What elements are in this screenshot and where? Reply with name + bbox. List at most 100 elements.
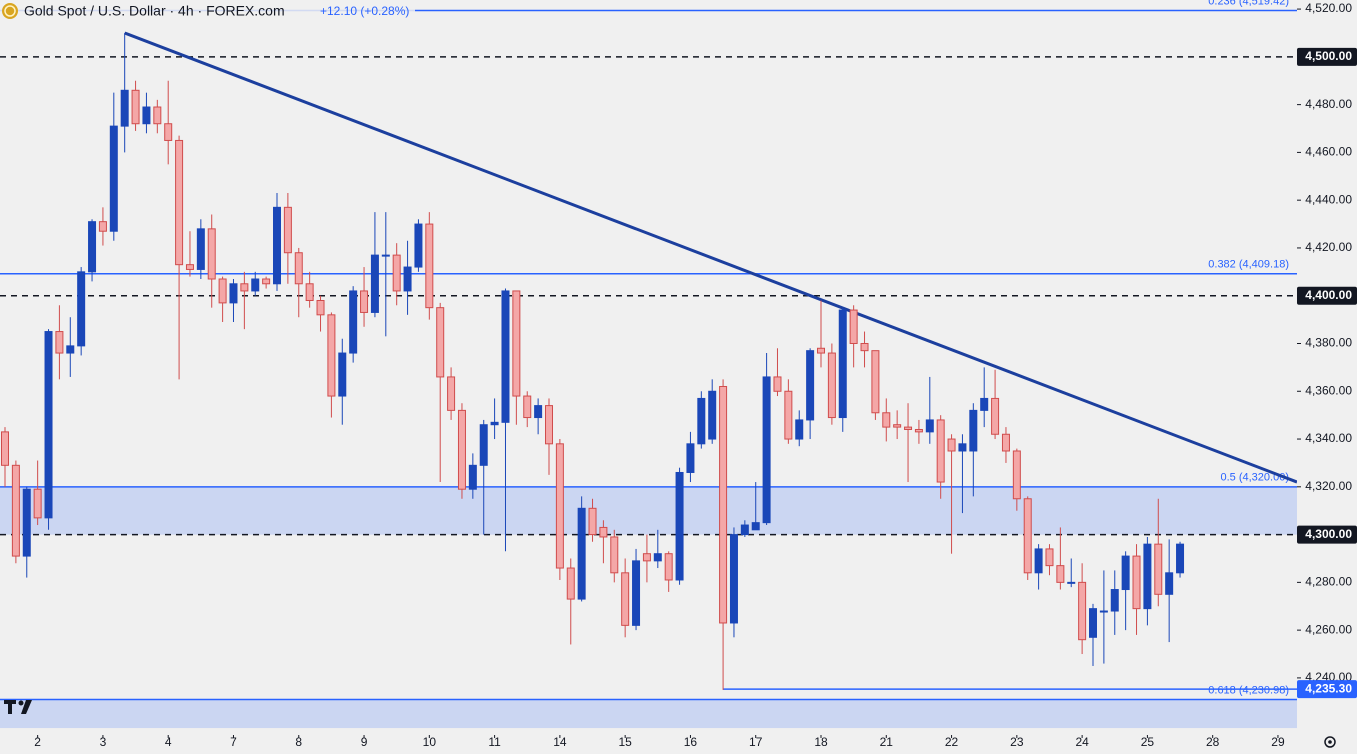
x-tick-label: 16 bbox=[684, 735, 698, 749]
candle-body bbox=[436, 307, 445, 378]
x-tick-label: 17 bbox=[749, 735, 763, 749]
candle-body bbox=[414, 223, 423, 268]
candle-body bbox=[555, 443, 564, 569]
settings-icon[interactable] bbox=[1324, 736, 1336, 748]
candle-body bbox=[958, 443, 967, 452]
candle-body bbox=[914, 428, 923, 433]
candle-body bbox=[817, 347, 826, 354]
candle-body bbox=[936, 419, 945, 483]
candle-body bbox=[33, 488, 42, 519]
candle-body bbox=[773, 376, 782, 392]
candle-body bbox=[827, 352, 836, 419]
x-tick-label: 11 bbox=[488, 735, 501, 749]
candle-body bbox=[1110, 589, 1119, 612]
candle-body bbox=[153, 106, 162, 125]
x-tick-label: 28 bbox=[1206, 735, 1220, 749]
candle-body bbox=[479, 424, 488, 466]
candle-body bbox=[381, 254, 390, 257]
x-tick-label: 3 bbox=[100, 735, 107, 749]
candle-body bbox=[338, 352, 347, 397]
candle-body bbox=[457, 409, 466, 490]
candle-body bbox=[240, 283, 249, 292]
candle-body bbox=[1012, 450, 1021, 500]
candle-body bbox=[120, 89, 129, 127]
candle-body bbox=[229, 283, 238, 304]
candle-body bbox=[1001, 433, 1010, 452]
candle-body bbox=[806, 350, 815, 421]
candle-body bbox=[762, 376, 771, 524]
candle-body bbox=[871, 350, 880, 414]
y-tick-label: 4,420.00 bbox=[1305, 240, 1352, 254]
candle-body bbox=[131, 89, 140, 125]
fib-label: 0.382 (4,409.18) bbox=[1208, 259, 1289, 271]
y-tick-label: 4,320.00 bbox=[1305, 479, 1352, 493]
candle-body bbox=[642, 553, 651, 562]
candle-body bbox=[610, 536, 619, 574]
candle-body bbox=[207, 228, 216, 280]
price-label-box bbox=[1297, 286, 1357, 305]
candle-body bbox=[164, 123, 173, 141]
candle-body bbox=[1099, 610, 1108, 613]
candle-body bbox=[1143, 543, 1152, 610]
candle-body bbox=[66, 345, 75, 354]
x-tick-label: 15 bbox=[618, 735, 632, 749]
candle-body bbox=[882, 412, 891, 428]
candle-body bbox=[273, 206, 282, 285]
y-tick-label: 4,520.00 bbox=[1305, 1, 1352, 15]
x-tick-label: 23 bbox=[1010, 735, 1024, 749]
candle-body bbox=[1023, 498, 1032, 574]
price-label-box bbox=[1297, 680, 1357, 699]
x-tick-label: 2 bbox=[34, 735, 41, 749]
candle-body bbox=[447, 376, 456, 411]
candle-body bbox=[991, 397, 1000, 435]
candle-body bbox=[425, 223, 434, 309]
candle-body bbox=[218, 278, 227, 304]
fib-label: 0.236 (4,519.42) bbox=[1208, 0, 1289, 7]
axes: 4,240.004,260.004,280.004,320.004,340.00… bbox=[34, 1, 1357, 749]
candle-body bbox=[283, 206, 292, 254]
candle-body bbox=[545, 405, 554, 445]
candle-body bbox=[664, 553, 673, 581]
candle-body bbox=[947, 438, 956, 452]
candle-body bbox=[1056, 565, 1065, 583]
y-tick-label: 4,260.00 bbox=[1305, 622, 1352, 636]
candle-body bbox=[719, 385, 728, 624]
x-tick-label: 18 bbox=[814, 735, 828, 749]
x-tick-label: 24 bbox=[1075, 735, 1089, 749]
candle-body bbox=[490, 421, 499, 426]
candle-body bbox=[196, 228, 205, 270]
y-tick-label: 4,440.00 bbox=[1305, 192, 1352, 206]
candle-body bbox=[860, 342, 869, 352]
y-tick-label: 4,360.00 bbox=[1305, 383, 1352, 397]
candle-body bbox=[1067, 581, 1076, 584]
fib-label: 0.618 (4,230.98) bbox=[1208, 684, 1289, 696]
candle-body bbox=[740, 524, 749, 536]
chart-title: Gold Spot / U.S. Dollar · 4h · FOREX.com bbox=[24, 3, 285, 19]
candle-body bbox=[109, 125, 118, 232]
price-label: 4,300.00 bbox=[1305, 527, 1352, 541]
candle-body bbox=[22, 488, 31, 557]
y-tick-label: 4,380.00 bbox=[1305, 336, 1352, 350]
candle-body bbox=[1154, 543, 1163, 595]
candle-body bbox=[11, 464, 20, 557]
candle-body bbox=[305, 283, 314, 301]
candle-body bbox=[1, 431, 10, 466]
zone bbox=[0, 486, 1297, 535]
candle-body bbox=[969, 409, 978, 452]
candle-body bbox=[501, 290, 510, 423]
candle-body bbox=[686, 443, 695, 473]
candle-body bbox=[44, 331, 53, 519]
price-label-box bbox=[1297, 47, 1357, 66]
candle-body bbox=[185, 264, 194, 270]
candle-body bbox=[88, 221, 97, 273]
candle-body bbox=[392, 254, 401, 292]
candle-body bbox=[1165, 572, 1174, 595]
x-tick-label: 4 bbox=[165, 735, 172, 749]
candle-body bbox=[360, 290, 369, 313]
candle-body bbox=[577, 507, 586, 600]
candle-body bbox=[1045, 548, 1054, 567]
candle-body bbox=[98, 221, 107, 232]
candle-body bbox=[729, 534, 738, 624]
